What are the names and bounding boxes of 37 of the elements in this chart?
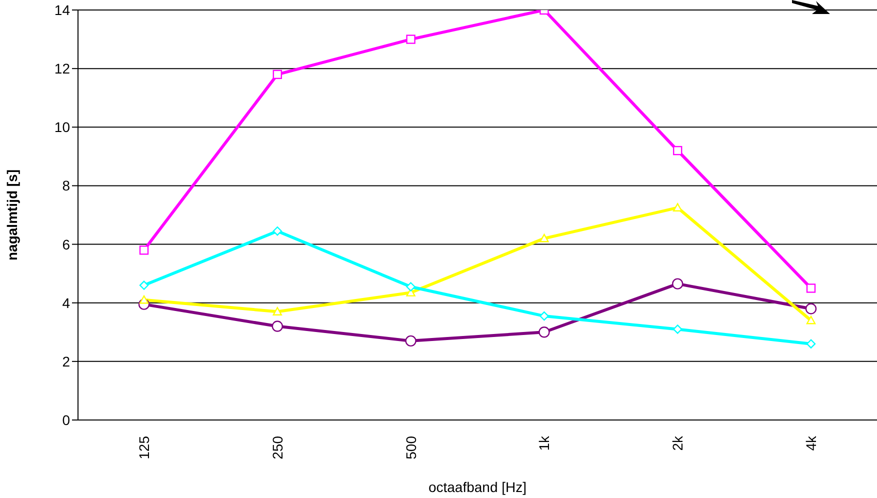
y-tick-label: 6	[62, 236, 70, 252]
point	[139, 295, 149, 304]
x-tick-label: 250	[269, 436, 286, 460]
y-tick-label: 4	[62, 294, 70, 311]
y-tick-label: 12	[54, 60, 70, 77]
point	[673, 146, 682, 156]
x-axis-title: octaafband [Hz]	[428, 479, 527, 495]
point	[405, 335, 416, 347]
point	[806, 284, 816, 293]
point	[272, 307, 282, 316]
x-tick-label: 4k	[803, 435, 819, 451]
point	[673, 324, 682, 334]
point	[139, 280, 149, 290]
y-tick-label: 0	[62, 412, 70, 428]
point	[673, 203, 682, 212]
point	[806, 339, 816, 348]
y-tick-label: 10	[54, 119, 70, 136]
point	[272, 70, 282, 80]
point	[540, 234, 549, 242]
point	[805, 303, 817, 314]
y-tick-label: 14	[54, 2, 70, 18]
x-tick-label: 125	[136, 436, 152, 460]
x-tick-label: 1k	[536, 435, 552, 451]
point	[406, 282, 416, 292]
point	[272, 226, 282, 236]
y-tick-label: 8	[62, 178, 70, 194]
point	[406, 34, 416, 44]
point	[538, 326, 550, 338]
y-tick-label: 2	[62, 353, 70, 370]
x-tick-label: 500	[402, 436, 419, 460]
point	[540, 311, 549, 321]
point	[672, 278, 684, 290]
point	[272, 320, 283, 332]
point	[806, 316, 816, 324]
point	[139, 246, 149, 255]
y-axis-title: nagalmtijd [s]	[4, 169, 20, 261]
x-tick-label: 2k	[670, 435, 686, 451]
